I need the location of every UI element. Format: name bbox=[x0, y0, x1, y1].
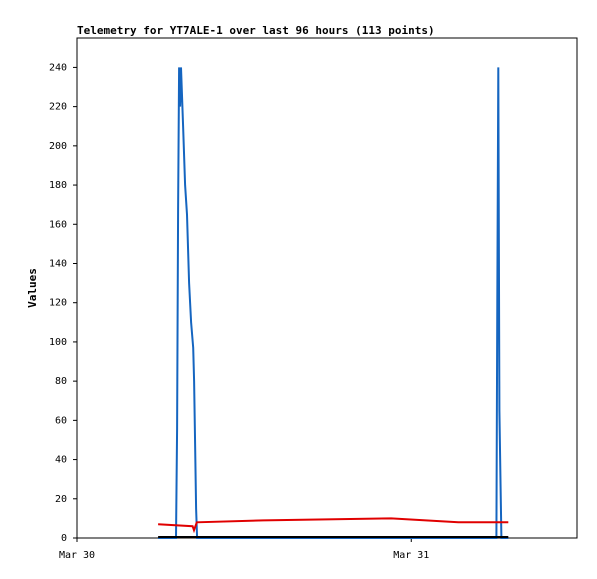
y-tick-label: 180 bbox=[49, 180, 67, 191]
series-line bbox=[158, 67, 509, 539]
y-tick-label: 120 bbox=[49, 298, 67, 309]
chart-title: Telemetry for YT7ALE-1 over last 96 hour… bbox=[77, 24, 435, 37]
y-tick-label: 40 bbox=[55, 455, 67, 466]
y-axis-label: Values bbox=[26, 268, 39, 308]
x-tick-label: Mar 30 bbox=[59, 550, 95, 561]
y-tick-label: 240 bbox=[49, 62, 67, 73]
plot-frame bbox=[76, 37, 578, 539]
y-tick-label: 140 bbox=[49, 258, 67, 269]
x-tick-label: Mar 31 bbox=[393, 550, 429, 561]
y-tick-label: 220 bbox=[49, 102, 67, 113]
y-tick-label: 60 bbox=[55, 415, 67, 426]
series-line bbox=[158, 517, 509, 534]
y-tick-label: 100 bbox=[49, 337, 67, 348]
y-tick-label: 200 bbox=[49, 141, 67, 152]
y-tick-label: 20 bbox=[55, 494, 67, 505]
y-tick-label: 160 bbox=[49, 219, 67, 230]
y-tick-label: 80 bbox=[55, 376, 67, 387]
y-tick-label: 0 bbox=[61, 533, 67, 544]
